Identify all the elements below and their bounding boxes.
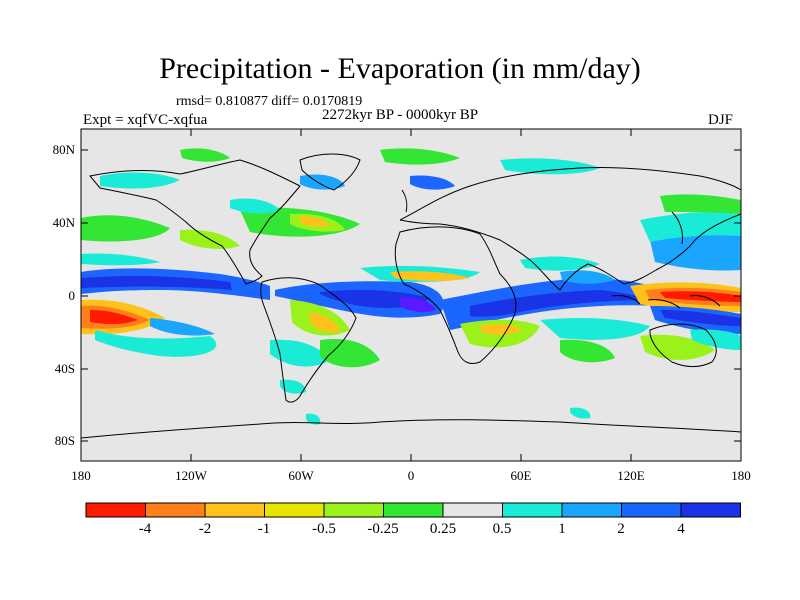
field-south-atlantic-cyan <box>270 339 330 367</box>
x-tick-label-0: 0 <box>407 468 415 483</box>
stats-label: rmsd= 0.810877 diff= 0.0170819 <box>176 94 363 109</box>
x-tick-label-60W: 60W <box>288 468 314 483</box>
coast-indonesia <box>611 295 721 309</box>
colorbar-label-8: 1 <box>558 521 566 537</box>
colorbar-box-8 <box>502 502 563 518</box>
field-europe-green <box>380 148 460 165</box>
colorbar-box-3 <box>204 502 265 518</box>
field-southwest-atlantic-green <box>320 338 380 368</box>
field-south-ocean-cyan <box>280 379 306 394</box>
colorbar-label-9: 2 <box>617 521 625 537</box>
coast-africa <box>394 226 517 365</box>
coastlines <box>81 153 741 439</box>
colorbar-label-1: -4 <box>138 521 152 537</box>
y-tick-label-40S: 40S <box>54 361 75 376</box>
field-canada-green <box>180 148 230 162</box>
field-us-cyan <box>230 198 280 214</box>
field-south-ocean-cyan-2 <box>570 407 591 419</box>
coast-uk <box>401 189 408 213</box>
colorbar-box-9 <box>561 502 622 518</box>
colorbar-label-3: -1 <box>257 521 271 537</box>
field-west-pacific-blue-core <box>660 310 741 326</box>
x-tick-label-120W: 120W <box>175 468 207 483</box>
colorbar-label-10: 4 <box>677 521 685 537</box>
colorbar-box-7 <box>442 502 503 518</box>
x-tick-label-180-left: 180 <box>71 468 91 483</box>
field-south-pacific-wet <box>95 330 217 357</box>
coast-japan <box>671 211 683 245</box>
field-north-west-pacific-cyan <box>640 212 741 242</box>
field-north-west-pacific-green <box>660 194 741 214</box>
field-amazon-wet-max <box>400 297 436 313</box>
field-north-pacific-cyan <box>81 253 160 266</box>
y-tick-label-0: 0 <box>68 288 76 303</box>
field-south-indian-green <box>560 339 615 363</box>
field-east-africa-dry <box>480 323 522 335</box>
coast-antarctica <box>81 419 741 439</box>
colorbar-box-1 <box>85 502 146 518</box>
field-south-pacific-dry-min <box>90 310 138 325</box>
pe-field <box>81 148 741 425</box>
experiment-label: Expt = xqfVC-xqfua <box>83 112 208 128</box>
field-siberia-cyan <box>500 158 600 175</box>
field-south-pacific-wet-2 <box>150 318 215 336</box>
field-north-pacific-green <box>81 215 170 242</box>
coast-south-america <box>260 277 357 403</box>
period-label: 2272kyr BP - 0000kyr BP <box>322 107 479 123</box>
colorbar-box-11 <box>680 502 741 518</box>
y-tick-label-80N: 80N <box>52 142 75 157</box>
season-label: DJF <box>708 112 734 128</box>
colorbar <box>85 502 741 518</box>
coast-eurasia <box>399 166 741 291</box>
y-tick-label-40N: 40N <box>52 215 75 230</box>
axis-ticks <box>81 129 741 461</box>
colorbar-label-7: 0.5 <box>492 521 512 537</box>
field-africa-indian-core <box>470 290 650 317</box>
field-australia-cyan <box>690 329 741 350</box>
colorbar-label-2: -2 <box>198 521 212 537</box>
coast-australia <box>649 323 717 367</box>
colorbar-box-10 <box>621 502 682 518</box>
colorbar-box-2 <box>145 502 206 518</box>
field-indian-ocean-cyan <box>540 318 650 340</box>
y-tick-label-80S: 80S <box>54 433 75 448</box>
field-canada-cyan <box>100 172 180 189</box>
field-south-ocean-cyan-3 <box>306 413 321 425</box>
colorbar-box-6 <box>383 502 444 518</box>
field-maritime-dry-min <box>660 291 741 302</box>
x-tick-label-120E: 120E <box>617 468 645 483</box>
field-brazil-dry <box>310 312 340 333</box>
field-sahara-dry <box>390 271 470 281</box>
field-itcz-east-pacific-core <box>81 275 232 290</box>
field-north-atlantic-dry <box>300 216 330 227</box>
colorbar-label-5: -0.25 <box>367 521 399 537</box>
colorbar-box-4 <box>264 502 325 518</box>
map-title: Precipitation - Evaporation (in mm/day) <box>159 52 641 85</box>
x-tick-label-180-right: 180 <box>731 468 751 483</box>
field-arabian-cyan <box>520 256 600 271</box>
colorbar-box-5 <box>323 502 384 518</box>
colorbar-label-4: -0.5 <box>312 521 336 537</box>
coast-north-america <box>89 159 301 285</box>
colorbar-label-6: 0.25 <box>429 521 457 537</box>
field-europe-blue <box>410 175 455 190</box>
coast-greenland <box>299 153 361 191</box>
x-tick-label-60E: 60E <box>510 468 532 483</box>
